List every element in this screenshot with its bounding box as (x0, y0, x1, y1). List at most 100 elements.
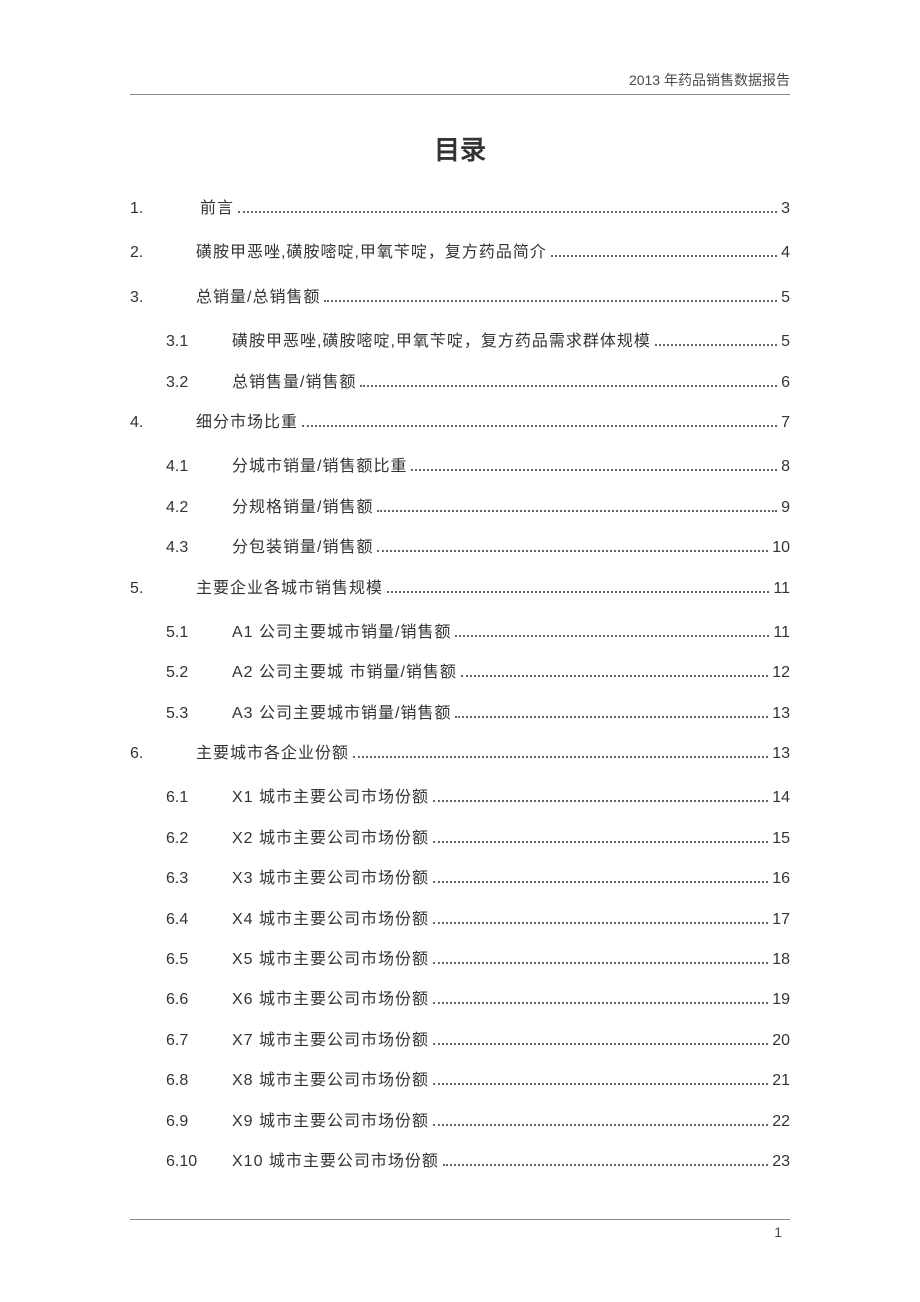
toc-entry-label: X4 城市主要公司市场份额 (232, 909, 429, 931)
toc-entry-number: 4.1 (166, 456, 202, 478)
toc-entry-number: 4.3 (166, 537, 202, 559)
toc-entry-label: X2 城市主要公司市场份额 (232, 828, 429, 850)
toc-leader-dots (443, 1164, 768, 1166)
toc-entry-number: 1. (130, 198, 196, 220)
toc-entry-page: 22 (772, 1111, 790, 1133)
toc-entry-page: 4 (781, 242, 790, 264)
toc-entry-label: 前言 (200, 198, 234, 220)
toc-entry-page: 18 (772, 949, 790, 971)
toc-leader-dots (433, 800, 768, 802)
toc-entry-number: 6.2 (166, 828, 202, 850)
toc-entry-number: 6.3 (166, 868, 202, 890)
toc-entry: 6.8 X8 城市主要公司市场份额 21 (130, 1070, 790, 1092)
toc-leader-dots (302, 425, 777, 427)
toc-entry-page: 11 (773, 622, 790, 644)
page-number: 1 (774, 1224, 782, 1240)
toc-entry-page: 5 (781, 331, 790, 353)
toc-entry-page: 23 (772, 1151, 790, 1173)
toc-entry-label: 磺胺甲恶唑,磺胺嘧啶,甲氧苄啶，复方药品简介 (196, 242, 547, 264)
toc-entry: 3.总销量/总销售额 5 (130, 287, 790, 309)
toc-leader-dots (455, 716, 768, 718)
toc-entry-number: 5. (130, 578, 196, 600)
toc-entry-label: X7 城市主要公司市场份额 (232, 1030, 429, 1052)
toc-entry-page: 21 (772, 1070, 790, 1092)
toc-entry: 5.2 A2 公司主要城 市销量/销售额 12 (130, 662, 790, 684)
toc-entry-page: 5 (781, 287, 790, 309)
toc-leader-dots (433, 1124, 768, 1126)
toc-entry-page: 15 (772, 828, 790, 850)
toc-leader-dots (433, 1083, 768, 1085)
toc-leader-dots (433, 841, 768, 843)
toc-entry: 6.2 X2 城市主要公司市场份额 15 (130, 828, 790, 850)
toc-entry-number: 6.1 (166, 787, 202, 809)
toc-entry-page: 17 (772, 909, 790, 931)
toc-entry-label: 分包装销量/销售额 (232, 537, 373, 559)
toc-entry-number: 6.10 (166, 1151, 214, 1173)
toc-entry-label: 细分市场比重 (196, 412, 298, 434)
toc-entry: 5.1A1 公司主要城市销量/销售额11 (130, 622, 790, 644)
toc-entry: 6.1 X1 城市主要公司市场份额 14 (130, 787, 790, 809)
toc-entry: 3.1 磺胺甲恶唑,磺胺嘧啶,甲氧苄啶，复方药品需求群体规模 5 (130, 331, 790, 353)
toc-entry-number: 6.9 (166, 1111, 202, 1133)
toc-entry-page: 19 (772, 989, 790, 1011)
toc-leader-dots (433, 962, 768, 964)
toc-entry-label: 主要企业各城市销售规模 (196, 578, 383, 600)
toc-entry-number: 5.3 (166, 703, 202, 725)
toc-leader-dots (324, 300, 777, 302)
toc-leader-dots (411, 469, 777, 471)
toc-entry: 4.2分规格销量/销售额9 (130, 497, 790, 519)
toc-entry-page: 13 (772, 703, 790, 725)
toc-entry: 6.7 X7 城市主要公司市场份额 20 (130, 1030, 790, 1052)
toc-entry-page: 8 (781, 456, 790, 478)
toc-entry-number: 6.6 (166, 989, 202, 1011)
table-of-contents: 1.前言32.磺胺甲恶唑,磺胺嘧啶,甲氧苄啶，复方药品简介43.总销量/总销售额… (130, 198, 790, 1191)
toc-entry-label: X10 城市主要公司市场份额 (232, 1151, 439, 1173)
toc-entry: 5.3A3 公司主要城市销量/销售额13 (130, 703, 790, 725)
toc-entry-label: X8 城市主要公司市场份额 (232, 1070, 429, 1092)
toc-entry-label: 总销售量/销售额 (232, 372, 356, 394)
toc-entry-page: 3 (781, 198, 790, 220)
toc-entry-label: 磺胺甲恶唑,磺胺嘧啶,甲氧苄啶，复方药品需求群体规模 (232, 331, 651, 353)
toc-entry-number: 6.7 (166, 1030, 202, 1052)
toc-entry: 6.3X3 城市主要公司市场份额16 (130, 868, 790, 890)
toc-leader-dots (455, 635, 769, 637)
toc-entry-number: 5.2 (166, 662, 202, 684)
toc-entry-page: 13 (772, 743, 790, 765)
toc-entry: 4.1 分城市销量/销售额比重 8 (130, 456, 790, 478)
toc-entry-label: 总销量/总销售额 (196, 287, 320, 309)
toc-entry-label: 主要城市各企业份额 (196, 743, 349, 765)
toc-leader-dots (387, 591, 769, 593)
toc-entry-number: 5.1 (166, 622, 202, 644)
toc-entry-page: 20 (772, 1030, 790, 1052)
toc-entry: 6.4X4 城市主要公司市场份额17 (130, 909, 790, 931)
toc-entry-label: X1 城市主要公司市场份额 (232, 787, 429, 809)
toc-entry-label: X6 城市主要公司市场份额 (232, 989, 429, 1011)
toc-leader-dots (433, 881, 768, 883)
toc-leader-dots (433, 1043, 768, 1045)
toc-entry-label: 分城市销量/销售额比重 (232, 456, 407, 478)
toc-entry: 5.主要企业各城市销售规模11 (130, 578, 790, 600)
toc-entry-number: 3. (130, 287, 196, 309)
toc-entry-number: 3.1 (166, 331, 202, 353)
toc-entry: 6.主要城市各企业份额13 (130, 743, 790, 765)
toc-entry-page: 12 (772, 662, 790, 684)
toc-leader-dots (377, 550, 768, 552)
toc-entry-label: A2 公司主要城 市销量/销售额 (232, 662, 457, 684)
toc-leader-dots (360, 385, 777, 387)
toc-entry: 2.磺胺甲恶唑,磺胺嘧啶,甲氧苄啶，复方药品简介4 (130, 242, 790, 264)
toc-entry: 6.6 X6 城市主要公司市场份额 19 (130, 989, 790, 1011)
toc-leader-dots (353, 756, 768, 758)
page-header: 2013 年药品销售数据报告 (130, 70, 790, 95)
toc-entry: 4.细分市场比重7 (130, 412, 790, 434)
toc-entry-number: 3.2 (166, 372, 202, 394)
toc-leader-dots (461, 675, 768, 677)
toc-entry-page: 7 (781, 412, 790, 434)
toc-entry: 1.前言 3 (130, 198, 790, 220)
toc-entry-number: 6.8 (166, 1070, 202, 1092)
header-text: 2013 年药品销售数据报告 (629, 72, 790, 88)
page-footer-rule (130, 1219, 790, 1220)
toc-entry-page: 14 (772, 787, 790, 809)
toc-entry-number: 6.5 (166, 949, 202, 971)
toc-entry-number: 4.2 (166, 497, 202, 519)
toc-leader-dots (238, 211, 777, 213)
